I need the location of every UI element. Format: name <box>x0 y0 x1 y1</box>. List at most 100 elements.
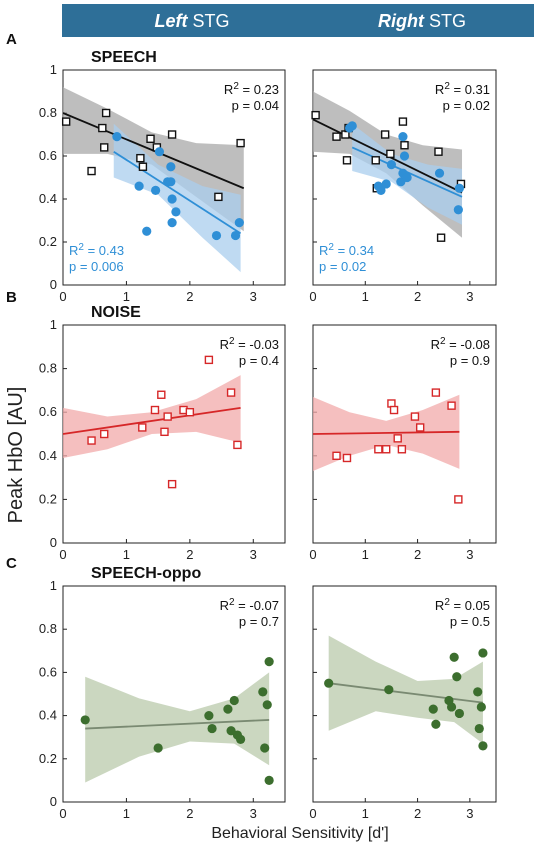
condition-title: NOISE <box>91 304 141 321</box>
data-point <box>61 117 71 126</box>
data-point <box>167 479 177 489</box>
data-point <box>223 704 233 714</box>
data-point <box>474 723 484 734</box>
x-tick-label: 2 <box>186 289 193 304</box>
x-tick-label: 0 <box>309 289 316 304</box>
data-point <box>380 130 390 139</box>
data-point <box>389 405 399 415</box>
data-point <box>434 147 443 156</box>
p-value-label: p = 0.02 <box>319 259 366 274</box>
x-tick-label: 1 <box>123 289 130 304</box>
data-point <box>166 162 176 172</box>
data-point <box>381 179 391 189</box>
y-tick-label: 0.4 <box>39 191 57 206</box>
x-tick-label: 1 <box>123 806 130 821</box>
condition-title: SPEECH-oppo <box>91 565 201 582</box>
data-point <box>204 355 214 365</box>
data-point <box>447 401 456 410</box>
data-point <box>204 711 214 721</box>
data-point <box>342 453 352 463</box>
data-point <box>393 434 402 443</box>
regression-line <box>328 682 484 704</box>
data-point <box>138 423 147 432</box>
data-point <box>428 704 438 714</box>
y-tick-label: 0.6 <box>39 404 57 419</box>
x-tick-label: 3 <box>250 806 257 821</box>
data-point <box>260 743 270 753</box>
data-point <box>100 429 109 439</box>
x-tick-label: 3 <box>466 806 473 821</box>
p-value-label: p = 0.006 <box>69 259 124 274</box>
data-point <box>347 121 357 131</box>
data-point <box>376 185 386 195</box>
data-point <box>342 156 352 165</box>
x-tick-label: 0 <box>59 289 66 304</box>
data-point <box>167 194 177 204</box>
x-tick-label: 1 <box>362 289 369 304</box>
data-point <box>154 147 165 157</box>
data-point <box>138 162 148 171</box>
x-tick-label: 2 <box>186 806 193 821</box>
data-point <box>160 427 169 437</box>
header-left-plain: STG <box>187 11 229 31</box>
y-tick-label: 0.8 <box>39 361 57 376</box>
data-point <box>167 130 177 139</box>
data-point <box>236 138 245 148</box>
data-point <box>332 132 341 141</box>
data-point <box>100 143 109 152</box>
x-tick-label: 0 <box>59 806 66 821</box>
data-point <box>386 160 397 170</box>
data-point <box>384 685 394 695</box>
y-tick-label: 0.4 <box>39 448 57 463</box>
data-point <box>386 149 395 159</box>
data-point <box>402 172 412 183</box>
y-tick-label: 0.2 <box>39 491 57 506</box>
data-point <box>478 648 488 658</box>
data-point <box>398 117 408 126</box>
header-left: Left STG <box>154 11 229 31</box>
data-point <box>230 230 241 241</box>
data-point <box>262 700 272 710</box>
data-point <box>214 192 223 202</box>
data-point <box>415 423 425 432</box>
axes-frame <box>312 585 497 803</box>
data-point <box>431 388 441 397</box>
x-tick-label: 0 <box>309 547 316 562</box>
r-squared-label: R2 = 0.31 <box>435 81 490 97</box>
panel-r1-c1: 0 1 2 3 R2 = -0.08p = 0.9 <box>309 324 497 562</box>
data-point <box>332 451 341 460</box>
x-tick-label: 3 <box>250 547 257 562</box>
p-value-label: p = 0.5 <box>450 614 490 629</box>
confidence-band <box>328 635 483 744</box>
data-point <box>398 132 408 142</box>
data-point <box>146 134 155 144</box>
p-value-label: p = 0.4 <box>239 353 279 368</box>
data-point <box>153 743 163 753</box>
axes-frame <box>62 585 286 803</box>
data-point <box>98 123 107 133</box>
panel-letter: A <box>6 31 17 48</box>
data-point <box>446 702 457 712</box>
r-squared-label: R2 = 0.23 <box>224 81 279 97</box>
y-tick-label: 1 <box>50 317 57 332</box>
data-point <box>101 108 111 118</box>
p-value-label: p = 0.9 <box>450 353 490 368</box>
x-tick-label: 1 <box>362 547 369 562</box>
data-point <box>264 775 274 786</box>
data-point <box>112 132 122 142</box>
confidence-band <box>85 672 270 783</box>
condition-title: SPEECH <box>91 49 157 66</box>
data-point <box>382 445 391 454</box>
y-tick-label: 0.6 <box>39 664 57 679</box>
y-tick-label: 0.8 <box>39 621 57 636</box>
panel-letter: C <box>6 555 17 572</box>
x-tick-label: 3 <box>250 289 257 304</box>
x-tick-label: 3 <box>466 289 473 304</box>
x-tick-label: 0 <box>309 806 316 821</box>
data-point <box>453 205 463 215</box>
y-tick-label: 0.8 <box>39 105 57 120</box>
p-value-label: p = 0.7 <box>239 614 279 629</box>
